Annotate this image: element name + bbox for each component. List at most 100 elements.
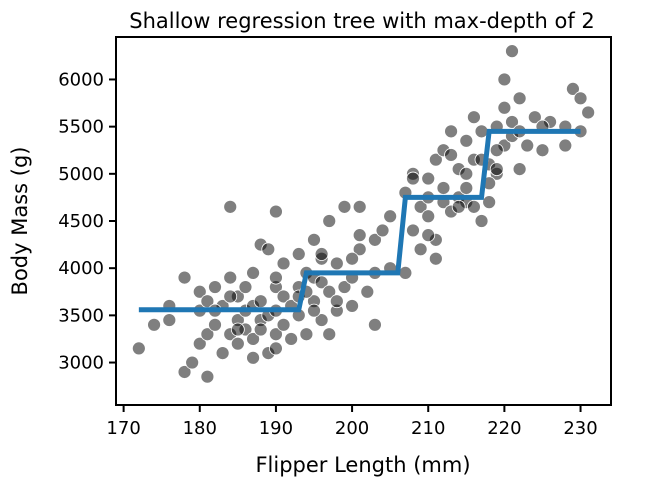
- data-point: [497, 72, 512, 87]
- data-point: [459, 133, 474, 148]
- chart-title: Shallow regression tree with max-depth o…: [129, 9, 595, 33]
- data-point: [368, 232, 382, 247]
- data-point: [329, 294, 344, 309]
- data-point: [276, 256, 291, 271]
- data-point: [314, 247, 329, 261]
- y-tick-label: 4000: [58, 258, 104, 279]
- data-point: [406, 171, 420, 186]
- data-point: [200, 369, 215, 384]
- tree-prediction-line: [138, 128, 581, 313]
- data-point: [299, 327, 314, 342]
- data-point: [428, 152, 443, 167]
- data-point: [162, 313, 177, 327]
- data-point: [322, 284, 337, 299]
- data-point: [444, 124, 458, 139]
- data-point: [566, 81, 580, 96]
- y-axis-label: Body Mass (g): [8, 147, 32, 296]
- y-tick-label: 4500: [58, 211, 104, 232]
- data-point: [527, 110, 542, 125]
- data-point: [421, 171, 436, 186]
- data-point: [291, 247, 306, 261]
- data-point: [413, 199, 428, 214]
- data-point: [192, 284, 207, 299]
- data-point: [276, 289, 291, 304]
- data-point: [223, 289, 238, 304]
- data-point: [238, 280, 253, 294]
- x-tick-label: 230: [563, 418, 597, 439]
- data-point: [329, 256, 344, 271]
- x-axis: 170 180 190 200 210 220 230: [106, 405, 598, 439]
- data-point: [246, 332, 260, 346]
- data-point: [269, 327, 283, 342]
- data-point: [230, 322, 245, 337]
- data-point: [451, 199, 466, 214]
- data-point: [467, 199, 481, 214]
- data-point: [474, 214, 489, 228]
- data-point: [352, 228, 367, 243]
- y-tick-label: 3500: [58, 305, 104, 326]
- data-point: [512, 91, 527, 106]
- data-point: [246, 350, 260, 365]
- data-point: [337, 199, 352, 214]
- data-point: [352, 199, 367, 214]
- data-point: [520, 138, 535, 153]
- data-point: [581, 105, 596, 120]
- data-point: [573, 91, 588, 106]
- data-point: [253, 294, 268, 309]
- data-point: [246, 265, 260, 280]
- x-tick-label: 210: [411, 418, 445, 439]
- data-point: [177, 365, 192, 379]
- plot-frame: [115, 36, 612, 406]
- data-point: [192, 336, 207, 351]
- data-point: [345, 299, 359, 313]
- y-tick-label: 5000: [58, 164, 104, 185]
- data-point: [497, 100, 512, 115]
- data-point: [223, 270, 238, 285]
- data-point: [215, 346, 230, 361]
- data-point: [489, 143, 504, 158]
- data-point: [489, 162, 504, 177]
- data-point: [436, 181, 451, 195]
- data-point: [421, 228, 436, 243]
- data-point: [147, 317, 161, 332]
- y-tick-label: 6000: [58, 69, 104, 90]
- data-point: [505, 115, 519, 129]
- data-point: [459, 166, 474, 181]
- data-point: [398, 265, 413, 280]
- data-point: [269, 270, 283, 285]
- data-point: [276, 317, 291, 332]
- data-point: [269, 204, 283, 219]
- x-tick-label: 190: [259, 418, 293, 439]
- data-point: [421, 209, 436, 224]
- data-point: [444, 148, 458, 162]
- data-point: [406, 223, 420, 238]
- data-point: [505, 44, 519, 59]
- data-point: [337, 280, 352, 294]
- data-point: [314, 275, 329, 290]
- data-point: [322, 214, 337, 228]
- y-tick-label: 3000: [58, 353, 104, 374]
- y-axis: 3000 3500 4000 4500 5000 5500 6000: [58, 69, 116, 374]
- data-point: [482, 195, 497, 210]
- x-axis-label: Flipper Length (mm): [255, 453, 470, 477]
- data-point: [345, 251, 359, 266]
- data-point: [230, 336, 245, 351]
- data-point: [413, 242, 428, 257]
- data-point: [131, 341, 146, 356]
- data-point: [535, 143, 550, 158]
- data-point: [269, 341, 283, 356]
- data-point: [428, 251, 443, 266]
- data-point: [284, 332, 299, 346]
- data-point: [223, 199, 238, 214]
- data-point: [467, 110, 481, 125]
- data-point: [253, 322, 268, 337]
- data-point: [368, 317, 382, 332]
- x-tick-label: 220: [487, 418, 521, 439]
- data-point: [558, 138, 573, 153]
- x-tick-label: 170: [106, 418, 140, 439]
- data-point: [375, 223, 390, 238]
- data-point: [383, 209, 398, 224]
- data-point: [322, 327, 337, 342]
- data-point: [360, 284, 375, 299]
